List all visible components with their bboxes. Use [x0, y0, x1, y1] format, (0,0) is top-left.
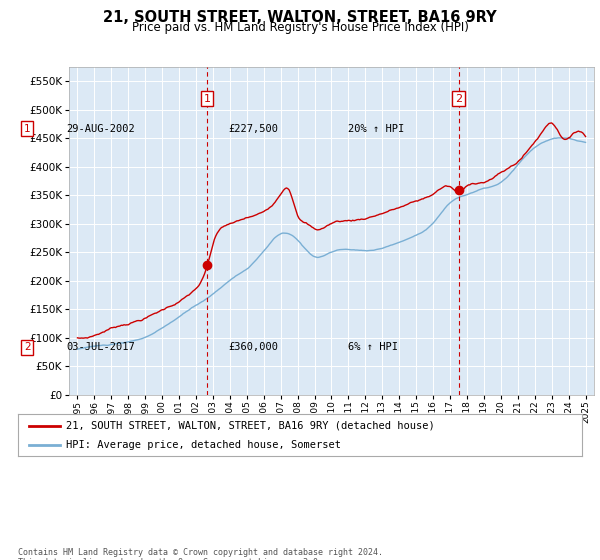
Text: 6% ↑ HPI: 6% ↑ HPI	[348, 342, 398, 352]
Text: 1: 1	[203, 94, 211, 104]
Text: 03-JUL-2017: 03-JUL-2017	[66, 342, 135, 352]
Text: 21, SOUTH STREET, WALTON, STREET, BA16 9RY (detached house): 21, SOUTH STREET, WALTON, STREET, BA16 9…	[66, 421, 434, 431]
Text: 20% ↑ HPI: 20% ↑ HPI	[348, 124, 404, 134]
Text: £227,500: £227,500	[228, 124, 278, 134]
Text: 29-AUG-2002: 29-AUG-2002	[66, 124, 135, 134]
Text: 1: 1	[24, 124, 31, 134]
Text: Contains HM Land Registry data © Crown copyright and database right 2024.
This d: Contains HM Land Registry data © Crown c…	[18, 548, 383, 560]
Text: 2: 2	[24, 342, 31, 352]
Text: HPI: Average price, detached house, Somerset: HPI: Average price, detached house, Some…	[66, 440, 341, 450]
Text: 21, SOUTH STREET, WALTON, STREET, BA16 9RY: 21, SOUTH STREET, WALTON, STREET, BA16 9…	[103, 10, 497, 25]
Text: 2: 2	[455, 94, 462, 104]
Text: £360,000: £360,000	[228, 342, 278, 352]
Text: Price paid vs. HM Land Registry's House Price Index (HPI): Price paid vs. HM Land Registry's House …	[131, 21, 469, 34]
